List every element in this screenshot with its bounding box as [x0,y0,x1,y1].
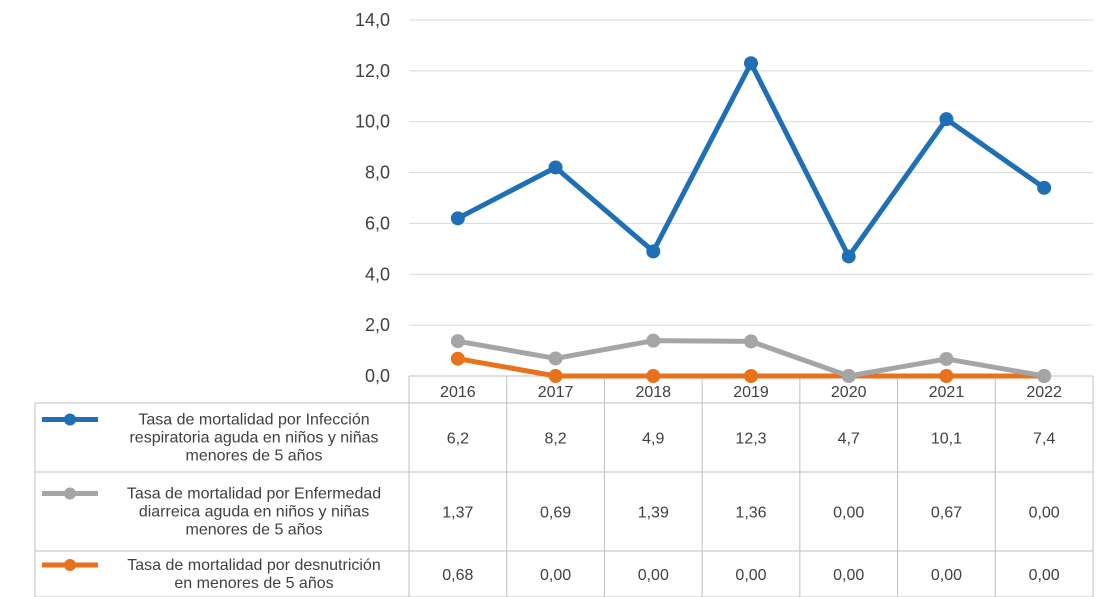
category-label: 2022 [1026,384,1062,401]
value-cell: 0,69 [540,505,571,522]
series-name: Tasa de mortalidad por desnutrición en me… [127,557,380,592]
value-cell: 0,00 [1029,505,1060,522]
data-point [548,351,563,366]
value-cell: 0,68 [442,567,473,584]
value-cell: 1,37 [442,505,473,522]
value-cell: 0,00 [735,567,766,584]
category-label: 2016 [440,384,476,401]
value-cell: 0,00 [833,505,864,522]
legend-key-marker [64,413,76,426]
data-point [939,351,954,366]
data-point [744,56,758,71]
series-name: Tasa de mortalidad por Enfermedad diarrei… [127,486,381,539]
value-cell: 0,00 [931,567,962,584]
y-tick-label: 4,0 [365,264,390,284]
series-name: Tasa de mortalidad por Infección respirat… [129,412,378,465]
y-tick-label: 8,0 [365,163,390,183]
value-cell: 0,00 [1029,567,1060,584]
y-tick-label: 0,0 [365,366,390,386]
series-line [456,60,1046,259]
value-cell: 1,39 [638,505,669,522]
data-point [841,249,856,264]
data-point [1037,180,1052,195]
y-tick-label: 14,0 [355,10,390,30]
value-cell: 0,00 [638,567,669,584]
y-tick-label: 12,0 [355,61,390,81]
y-axis: 0,0 2,0 4,0 6,0 8,0 10,0 12,0 14,0 [355,10,390,386]
value-cell: 8,2 [544,431,566,448]
gridlines [409,19,1093,377]
category-label: 2018 [635,384,671,401]
value-cell: 1,36 [735,505,766,522]
legend-key-marker [64,487,76,500]
data-point [841,369,856,383]
data-point [646,244,661,259]
data-point [548,160,563,175]
value-cell: 0,00 [833,567,864,584]
value-cell: 6,2 [447,431,469,448]
value-cell: 4,9 [642,431,664,448]
data-point [939,369,954,383]
data-point [939,112,954,127]
legend-key-marker [64,559,76,571]
data-point [1037,369,1052,383]
category-label: 2019 [733,384,769,401]
data-point [450,351,465,366]
data-point [548,369,563,383]
category-label: 2017 [538,384,574,401]
value-cell: 4,7 [838,431,860,448]
value-cell: 0,00 [540,567,571,584]
value-cell: 0,67 [931,505,962,522]
data-point [744,369,758,383]
y-tick-label: 6,0 [365,213,390,233]
data-table: 2016 2017 2018 2019 2020 2021 2022 Tasa de mort… [34,376,1094,597]
value-cell: 10,1 [931,431,962,448]
value-cell: 7,4 [1033,431,1055,448]
data-point [450,211,465,226]
value-cell: 12,3 [735,431,766,448]
category-label: 2020 [831,384,867,401]
series-lines [450,56,1052,383]
data-point [744,334,758,349]
y-tick-label: 2,0 [365,315,390,335]
data-point [646,369,661,383]
y-tick-label: 10,0 [355,112,390,132]
data-point [646,333,661,348]
category-label: 2021 [929,384,965,401]
data-point [450,334,465,349]
